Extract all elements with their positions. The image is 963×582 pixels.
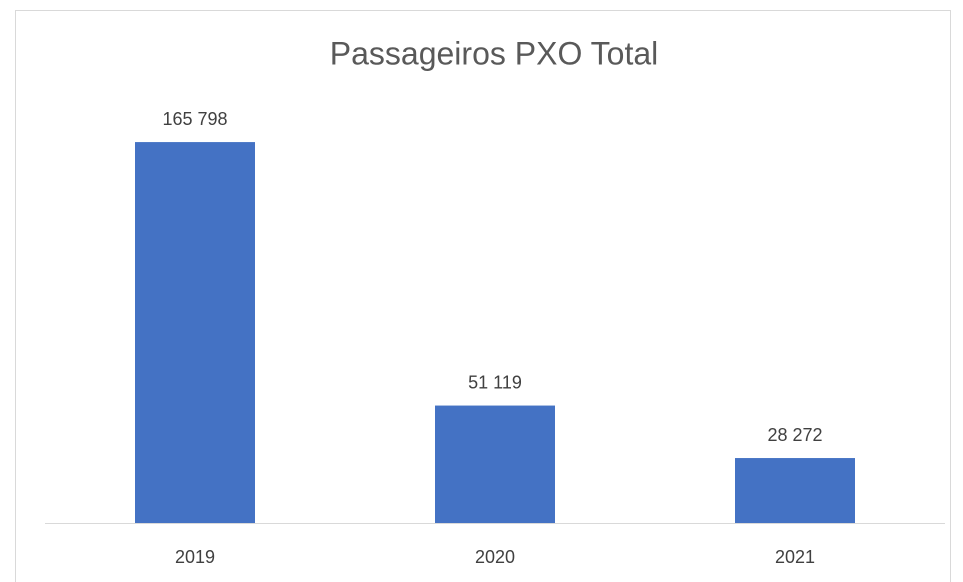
bar <box>735 458 855 523</box>
chart-title: Passageiros PXO Total <box>330 35 658 71</box>
data-label: 28 272 <box>767 425 822 445</box>
x-tick-label: 2020 <box>475 547 515 567</box>
data-label: 51 119 <box>468 372 522 392</box>
data-label: 165 798 <box>162 109 227 129</box>
x-tick-label: 2019 <box>175 547 215 567</box>
bar <box>135 142 255 523</box>
bar <box>435 405 555 523</box>
x-tick-label: 2021 <box>775 547 815 567</box>
